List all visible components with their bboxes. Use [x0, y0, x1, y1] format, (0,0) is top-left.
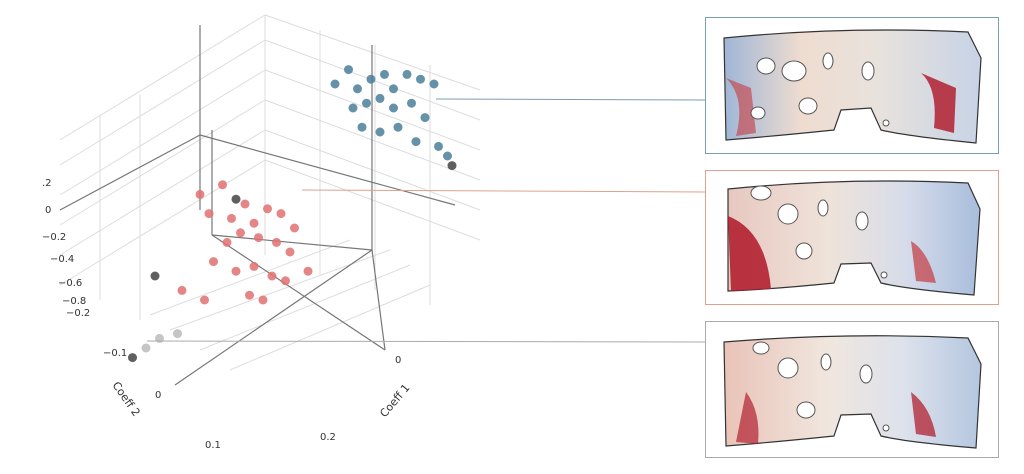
grey-point-1 — [173, 329, 182, 339]
red-point-13 — [209, 257, 218, 267]
blue-point-6 — [402, 69, 412, 79]
blue-point-16 — [375, 127, 385, 137]
y-tick-0: −0.2 — [66, 308, 90, 319]
grey-point-0 — [155, 333, 164, 343]
red-point-12 — [285, 247, 295, 257]
axis-title-coeff1: Coeff 1 — [377, 381, 412, 419]
x-tick-0: 0 — [395, 355, 401, 366]
red-point-4 — [227, 213, 236, 223]
blue-point-0 — [330, 79, 340, 89]
blue-point-18 — [411, 137, 421, 147]
blue-point-5 — [389, 84, 398, 94]
red-point-8 — [222, 237, 232, 247]
red-point-2 — [240, 199, 250, 209]
grey-point-2 — [141, 343, 151, 353]
blue-point-13 — [407, 98, 416, 108]
blue-point-9 — [348, 103, 358, 113]
red-point-3 — [204, 209, 214, 219]
blue-point-15 — [357, 122, 367, 132]
grid — [59, 14, 481, 371]
z-tick-4: −0.6 — [58, 278, 82, 289]
blue-point-7 — [416, 74, 425, 84]
y-tick-3: 0.1 — [205, 440, 221, 451]
outlier-dark-point-0 — [231, 194, 241, 204]
outlier-dark-point-2 — [150, 271, 160, 281]
red-point-10 — [254, 233, 263, 243]
red-point-5 — [249, 218, 259, 228]
red-point-14 — [231, 266, 241, 276]
y-tick-2: 0 — [155, 390, 161, 401]
red-point-21 — [177, 285, 187, 295]
y-tick-4: 0.2 — [320, 432, 336, 443]
grey-cluster-panel — [705, 321, 999, 458]
scatter-3d-plot: .2 0 −0.2 −0.4 −0.6 −0.8 −0.2 −0.1 0 0.1… — [42, 14, 481, 451]
blue-point-14 — [420, 113, 430, 123]
blue-point-10 — [362, 98, 371, 108]
blue-point-8 — [429, 79, 439, 89]
red-point-15 — [249, 261, 259, 271]
blue-point-17 — [393, 122, 403, 132]
blue-point-3 — [366, 74, 376, 84]
z-tick-2: −0.2 — [42, 232, 66, 243]
red-point-6 — [263, 204, 272, 214]
red-point-1 — [218, 180, 227, 190]
mesh-render-2 — [727, 180, 981, 296]
y-tick-1: −0.1 — [103, 348, 127, 359]
red-point-23 — [290, 223, 299, 233]
axes — [59, 25, 456, 386]
mesh-render-1 — [723, 29, 982, 144]
z-tick-3: −0.4 — [50, 254, 74, 265]
mesh-render-3 — [723, 335, 982, 449]
red-point-17 — [281, 276, 290, 286]
z-tick-0: .2 — [42, 178, 52, 189]
blue-point-11 — [375, 93, 385, 103]
z-tick-labels: .2 0 −0.2 −0.4 −0.6 −0.8 — [42, 178, 86, 307]
blue-point-1 — [344, 65, 353, 75]
blue-point-19 — [434, 141, 443, 151]
blue-point-2 — [353, 84, 362, 94]
z-tick-1: 0 — [45, 205, 51, 216]
outlier-dark-point-3 — [128, 353, 137, 363]
red-cluster-panel — [705, 170, 999, 305]
red-point-0 — [195, 189, 205, 199]
blue-cluster-panel — [705, 17, 999, 154]
scatter-points — [128, 65, 457, 363]
y-tick-labels: −0.2 −0.1 0 0.1 0.2 — [66, 308, 336, 451]
red-point-7 — [276, 209, 286, 219]
blue-point-12 — [389, 103, 398, 113]
blue-point-4 — [380, 69, 389, 79]
red-point-18 — [303, 266, 313, 276]
axis-title-coeff2: Coeff 2 — [110, 379, 143, 419]
red-point-16 — [267, 271, 277, 281]
outlier-dark-point-1 — [447, 161, 457, 171]
red-point-19 — [245, 290, 254, 300]
red-point-22 — [200, 295, 209, 305]
red-point-20 — [258, 295, 268, 305]
red-point-9 — [236, 228, 245, 238]
blue-point-20 — [443, 151, 452, 161]
red-point-11 — [272, 237, 281, 247]
z-tick-5: −0.8 — [62, 296, 86, 307]
